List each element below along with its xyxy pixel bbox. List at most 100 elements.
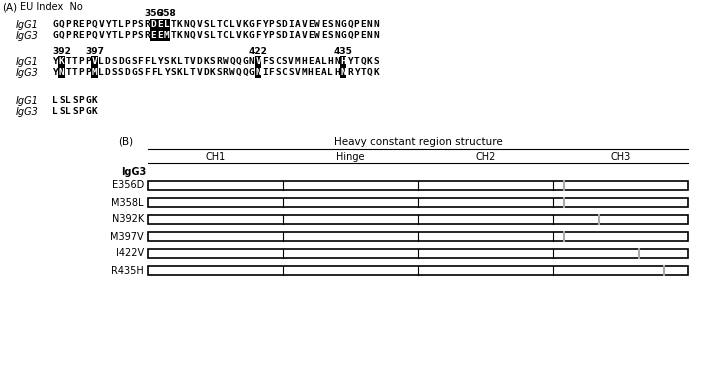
Text: E: E <box>360 31 366 40</box>
Text: S: S <box>138 31 143 40</box>
Text: CH3: CH3 <box>610 152 630 162</box>
Text: 422: 422 <box>249 46 268 55</box>
Bar <box>91 67 98 78</box>
Text: D: D <box>281 31 287 40</box>
Text: P: P <box>65 20 71 29</box>
Text: K: K <box>177 31 183 40</box>
Text: Q: Q <box>367 68 372 77</box>
Text: P: P <box>79 96 84 105</box>
Text: G: G <box>52 20 58 29</box>
Bar <box>148 266 688 275</box>
Text: M: M <box>295 57 301 66</box>
Text: R: R <box>72 20 78 29</box>
Text: A: A <box>295 20 301 29</box>
Text: S: S <box>210 57 216 66</box>
Text: 435: 435 <box>334 46 353 55</box>
Text: V: V <box>301 20 307 29</box>
Text: L: L <box>229 31 235 40</box>
Text: V: V <box>99 31 104 40</box>
Text: Q: Q <box>91 20 97 29</box>
Text: K: K <box>374 68 379 77</box>
Bar <box>340 56 347 67</box>
Text: D: D <box>118 57 123 66</box>
Text: E: E <box>157 31 163 40</box>
Text: P: P <box>85 57 91 66</box>
Text: K: K <box>91 96 97 105</box>
Bar <box>58 67 65 78</box>
Text: D: D <box>203 68 208 77</box>
Text: N: N <box>255 68 261 77</box>
Text: G: G <box>125 57 130 66</box>
Text: T: T <box>65 68 71 77</box>
Text: L: L <box>150 57 157 66</box>
Text: N: N <box>59 68 65 77</box>
Bar <box>148 198 688 207</box>
Text: K: K <box>170 57 176 66</box>
Text: L: L <box>177 57 183 66</box>
Text: S: S <box>203 31 208 40</box>
Text: D: D <box>105 68 111 77</box>
Text: V: V <box>196 31 202 40</box>
Text: W: W <box>229 68 235 77</box>
Text: H: H <box>340 57 347 66</box>
Text: F: F <box>262 57 268 66</box>
Bar <box>163 30 169 41</box>
Text: M: M <box>164 31 169 40</box>
Text: Q: Q <box>347 20 353 29</box>
Text: T: T <box>216 31 222 40</box>
Text: S: S <box>131 57 137 66</box>
Bar <box>148 215 688 224</box>
Text: E: E <box>79 20 84 29</box>
Text: H: H <box>301 57 307 66</box>
Text: S: S <box>269 57 274 66</box>
Text: P: P <box>79 107 84 116</box>
Text: M: M <box>91 68 97 77</box>
Text: K: K <box>203 57 208 66</box>
Text: C: C <box>223 31 228 40</box>
Text: EU Index  No: EU Index No <box>20 2 83 12</box>
Text: S: S <box>275 20 281 29</box>
Text: C: C <box>281 68 287 77</box>
Text: G: G <box>131 68 137 77</box>
Text: 356: 356 <box>144 9 163 18</box>
Text: V: V <box>99 20 104 29</box>
Text: N392K: N392K <box>112 215 144 225</box>
Text: Q: Q <box>59 31 65 40</box>
Text: L: L <box>184 68 189 77</box>
Text: S: S <box>288 68 294 77</box>
Text: R: R <box>72 31 78 40</box>
Text: P: P <box>131 31 137 40</box>
Text: Y: Y <box>105 20 111 29</box>
Text: E: E <box>314 68 320 77</box>
Text: IgG3: IgG3 <box>16 31 39 41</box>
Text: Q: Q <box>190 20 196 29</box>
Text: 392: 392 <box>52 46 72 55</box>
Text: Y: Y <box>262 20 268 29</box>
Text: V: V <box>190 57 196 66</box>
Text: E: E <box>360 20 366 29</box>
Text: G: G <box>52 31 58 40</box>
Text: P: P <box>131 20 137 29</box>
Text: K: K <box>177 68 183 77</box>
Text: P: P <box>79 57 84 66</box>
Text: T: T <box>65 57 71 66</box>
Text: P: P <box>85 68 91 77</box>
Text: I: I <box>262 68 268 77</box>
Text: IgG3: IgG3 <box>16 107 39 117</box>
Text: Q: Q <box>59 20 65 29</box>
Bar <box>163 19 169 30</box>
Text: I422V: I422V <box>116 248 144 259</box>
Text: F: F <box>269 68 274 77</box>
Text: N: N <box>340 68 347 77</box>
Text: Y: Y <box>164 68 169 77</box>
Text: P: P <box>269 31 274 40</box>
Text: IgG1: IgG1 <box>16 20 39 30</box>
Text: G: G <box>249 20 255 29</box>
Text: L: L <box>65 107 71 116</box>
Text: Q: Q <box>236 68 242 77</box>
Text: CH2: CH2 <box>475 152 496 162</box>
Text: S: S <box>374 57 379 66</box>
Text: V: V <box>301 31 307 40</box>
Text: L: L <box>118 31 123 40</box>
Text: S: S <box>118 68 123 77</box>
